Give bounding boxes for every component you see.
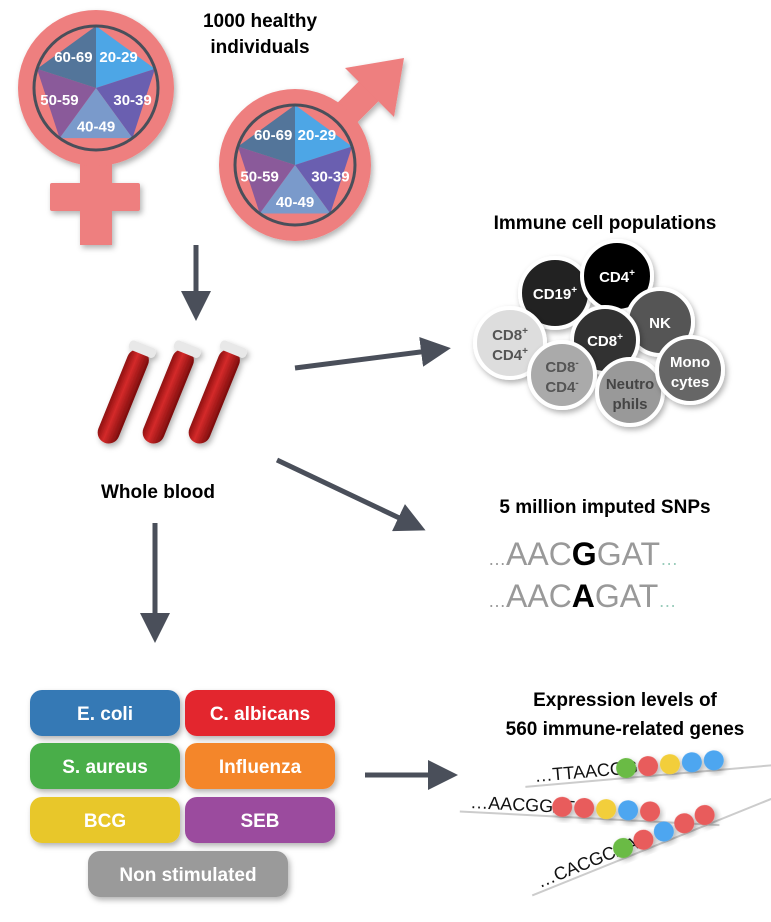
female-symbol-icon: 20-29 30-39 40-49 50-59 60-69 [18, 10, 174, 245]
female-age-label: 30-39 [113, 92, 151, 109]
expression-dot [613, 837, 634, 858]
expression-sequence: …TTAACGG [525, 750, 771, 788]
expression-dot [653, 821, 674, 842]
immune-cells: CD19+ CD4+ NK CD8+ CD8+ CD4+ CD8- CD4- Neutro phi… [473, 239, 725, 427]
stimulus-influenza: Influenza [185, 743, 335, 789]
snp-sequence-1: …AACGGAT… [488, 536, 678, 572]
male-age-label: 20-29 [298, 127, 336, 144]
male-symbol-icon: 20-29 30-39 40-49 50-59 60-69 [219, 58, 404, 241]
svg-text:S. aureus: S. aureus [62, 757, 148, 778]
pie-slice-40-49 [259, 165, 331, 214]
male-age-label: 60-69 [254, 127, 292, 144]
expression-title-line1: Expression levels of [533, 690, 717, 711]
svg-text:BCG: BCG [84, 811, 126, 832]
title-line1: 1000 healthy [203, 11, 317, 32]
svg-text:cytes: cytes [671, 374, 709, 391]
cell-monocytes: Mono cytes [655, 335, 725, 405]
pie-slice-60-69 [237, 105, 295, 165]
whole-blood-label: Whole blood [101, 482, 215, 503]
expression-dot [694, 805, 715, 826]
stimulus-c-albicans: C. albicans [185, 690, 335, 736]
expression-dot [638, 756, 659, 777]
arrow-to-snps [275, 457, 426, 532]
male-age-pie: 20-29 30-39 40-49 50-59 60-69 [233, 103, 357, 227]
svg-text:CD4+: CD4+ [492, 346, 528, 364]
stimulus-bcg: BCG [30, 797, 180, 843]
cell-cd8cd4: CD8+ CD4+ [473, 306, 547, 380]
blood-tubes-icon [97, 340, 248, 444]
male-age-label: 40-49 [276, 194, 314, 211]
expression-dot [616, 758, 637, 779]
svg-text:C. albicans: C. albicans [210, 704, 310, 725]
cell-cd19: CD19+ [518, 256, 592, 330]
expression-dot [633, 829, 654, 850]
female-age-label: 20-29 [99, 49, 137, 66]
svg-text:Influenza: Influenza [219, 757, 302, 778]
expression-dot [552, 796, 573, 817]
stimuli-grid: E. coli C. albicans S. aureus Influenza BCG S… [30, 690, 335, 897]
svg-text:Non stimulated: Non stimulated [119, 865, 256, 886]
expression-dot [674, 813, 695, 834]
snp-sequence-2: …AACAGAT… [488, 578, 676, 614]
pie-slice-30-39 [96, 68, 155, 139]
immune-title: Immune cell populations [494, 213, 717, 234]
pie-slice-30-39 [295, 146, 353, 214]
title-line2: individuals [210, 37, 309, 58]
female-age-label: 40-49 [77, 118, 115, 135]
stimulus-non-stimulated: Non stimulated [88, 851, 288, 897]
svg-text:NK: NK [649, 315, 671, 332]
svg-text:Neutro: Neutro [606, 376, 654, 393]
female-age-pie: 20-29 30-39 40-49 50-59 60-69 [32, 24, 160, 152]
male-age-label: 30-39 [311, 168, 349, 185]
expression-dot [640, 801, 661, 822]
stimulus-seb: SEB [185, 797, 335, 843]
pie-slice-60-69 [37, 26, 96, 88]
svg-text:phils: phils [612, 396, 647, 413]
female-age-label: 60-69 [54, 49, 92, 66]
expression-dot [681, 752, 702, 773]
svg-text:E. coli: E. coli [77, 704, 133, 725]
svg-text:CD8+: CD8+ [492, 326, 528, 344]
cell-neutrophils: Neutro phils [595, 357, 665, 427]
svg-text:CD4+: CD4+ [599, 268, 635, 286]
expression-title-line2: 560 immune-related genes [506, 719, 745, 740]
svg-text:CD4-: CD4- [545, 378, 578, 396]
expression-dot [596, 799, 617, 820]
arrow-to-cells [294, 337, 451, 371]
female-age-label: 50-59 [40, 92, 78, 109]
stimulus-e-coli: E. coli [30, 690, 180, 736]
expression-dot [618, 800, 639, 821]
svg-text:CD8+: CD8+ [587, 332, 623, 350]
expression-dot [574, 797, 595, 818]
svg-text:CD8-: CD8- [545, 358, 578, 376]
svg-text:CD19+: CD19+ [533, 285, 577, 303]
expression-sequences: …TTAACGG…AACGGAT…CACGCAA [459, 750, 771, 897]
expression-dot [703, 750, 724, 771]
male-age-label: 50-59 [240, 168, 278, 185]
pie-slice-50-59 [37, 68, 96, 139]
pie-slice-40-49 [59, 88, 133, 139]
pie-slice-50-59 [237, 146, 295, 214]
expression-dot [659, 754, 680, 775]
pie-slice-20-29 [295, 105, 353, 165]
snps-title: 5 million imputed SNPs [499, 497, 710, 518]
stimulus-s-aureus: S. aureus [30, 743, 180, 789]
pie-slice-20-29 [96, 26, 155, 88]
svg-text:Mono: Mono [670, 354, 710, 371]
svg-text:SEB: SEB [240, 811, 279, 832]
cell-cd8cd4: CD8- CD4- [527, 340, 597, 410]
